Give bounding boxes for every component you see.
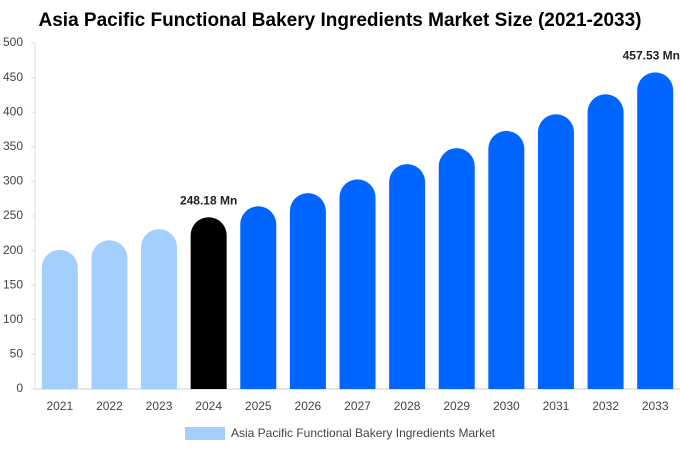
y-tick-label: 50 bbox=[10, 347, 24, 361]
chart-title: Asia Pacific Functional Bakery Ingredien… bbox=[39, 10, 642, 31]
y-tick-label: 400 bbox=[3, 104, 23, 118]
bar bbox=[488, 130, 525, 389]
x-tick-label: 2029 bbox=[443, 399, 470, 413]
bar bbox=[190, 217, 227, 389]
y-tick-label: 100 bbox=[3, 312, 23, 326]
x-tick-label: 2027 bbox=[344, 399, 371, 413]
x-tick-label: 2033 bbox=[642, 399, 669, 413]
x-tick-label: 2032 bbox=[592, 399, 619, 413]
x-tick-label: 2031 bbox=[543, 399, 570, 413]
x-tick-label: 2030 bbox=[493, 399, 520, 413]
data-label: 248.18 Mn bbox=[180, 193, 237, 207]
bar bbox=[537, 114, 574, 389]
y-tick-label: 300 bbox=[3, 174, 23, 188]
x-tick-label: 2028 bbox=[394, 399, 421, 413]
legend-label: Asia Pacific Functional Bakery Ingredien… bbox=[231, 426, 496, 440]
y-tick-label: 350 bbox=[3, 139, 23, 153]
bar bbox=[438, 148, 475, 389]
y-tick-label: 450 bbox=[3, 70, 23, 84]
bar bbox=[637, 72, 674, 390]
bar bbox=[289, 193, 326, 389]
x-tick-label: 2021 bbox=[46, 399, 73, 413]
bar bbox=[141, 229, 178, 389]
legend-swatch bbox=[185, 427, 225, 440]
y-tick-label: 200 bbox=[3, 243, 23, 257]
bar bbox=[240, 206, 277, 389]
x-tick-label: 2026 bbox=[295, 399, 322, 413]
bar bbox=[339, 179, 376, 389]
bar bbox=[91, 240, 128, 389]
x-tick-label: 2024 bbox=[195, 399, 222, 413]
data-label: 457.53 Mn bbox=[623, 49, 680, 63]
y-tick-label: 0 bbox=[16, 381, 23, 395]
bar bbox=[587, 94, 624, 389]
y-tick-label: 150 bbox=[3, 277, 23, 291]
bar bbox=[41, 249, 78, 389]
y-tick-label: 250 bbox=[3, 208, 23, 222]
x-tick-label: 2023 bbox=[146, 399, 173, 413]
bar bbox=[389, 164, 426, 389]
x-tick-label: 2025 bbox=[245, 399, 272, 413]
x-tick-label: 2022 bbox=[96, 399, 123, 413]
y-tick-label: 500 bbox=[3, 35, 23, 49]
